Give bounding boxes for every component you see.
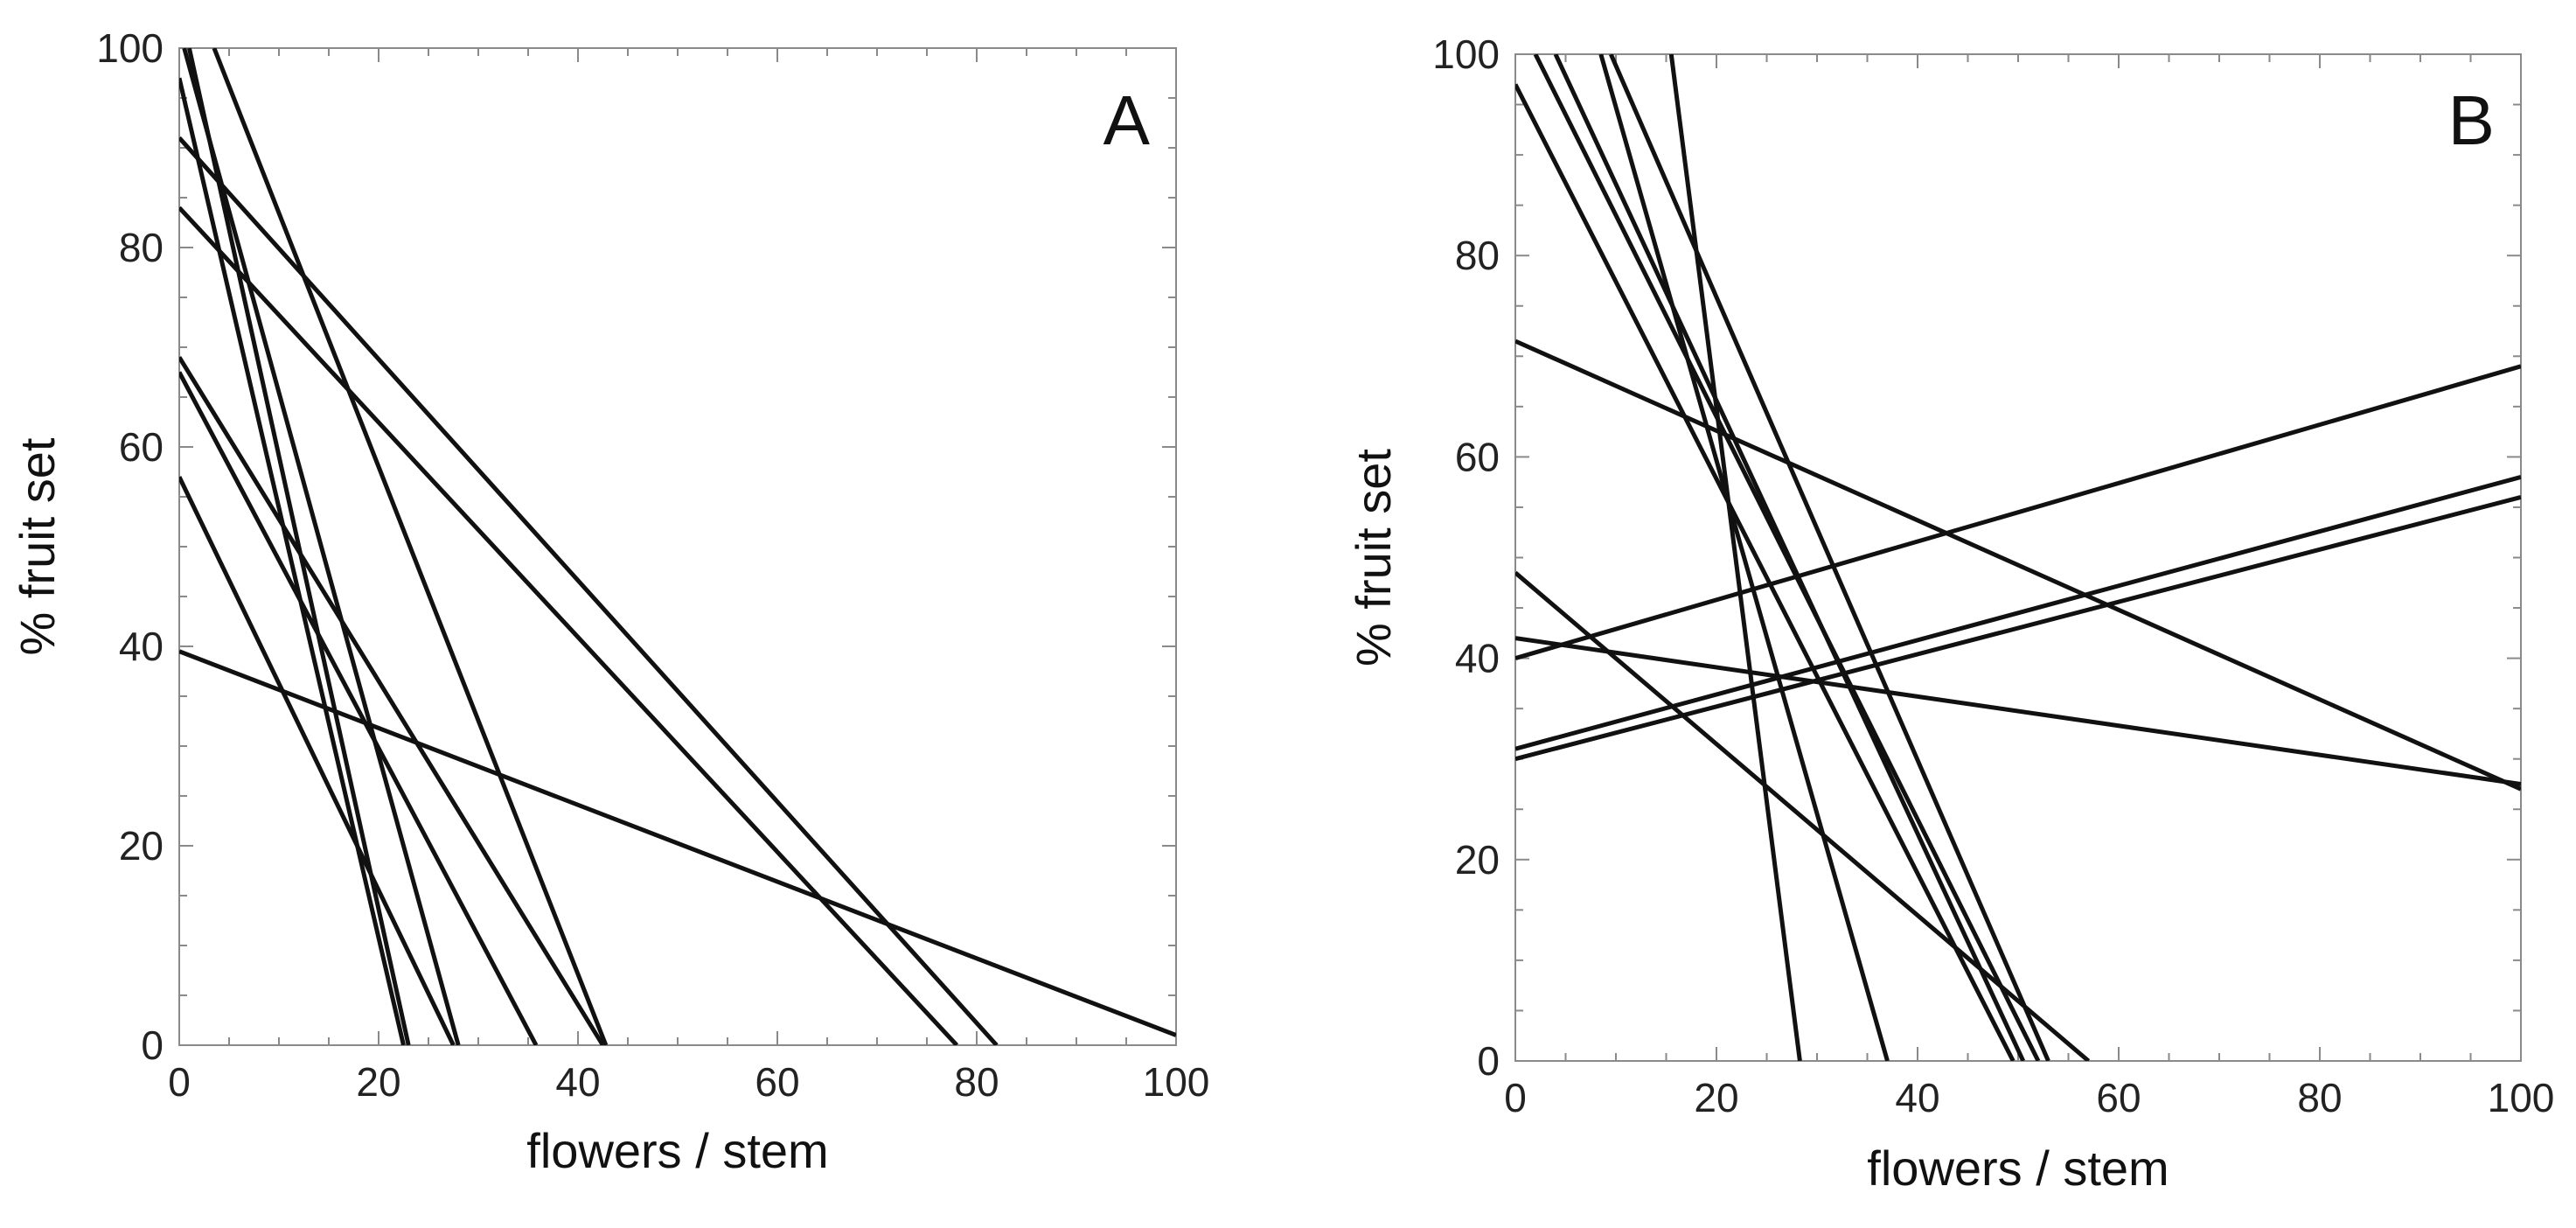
series-line-1: [1515, 83, 2016, 1061]
y-tick-label: 100: [1432, 31, 1500, 77]
y-tick-label: 80: [1455, 233, 1500, 278]
panel-label: B: [2448, 81, 2495, 159]
series-group: [1515, 54, 2521, 1061]
panel-b: 0 20 40 60 80 100 0 20 40 60 80 100 flowers / stem % …: [1346, 31, 2554, 1196]
plot-frame: [1514, 53, 2522, 1062]
series-line-6: [179, 206, 959, 1045]
y-tick-label: 20: [1455, 837, 1500, 883]
y-tick-label: 60: [119, 424, 164, 470]
series-group: [179, 48, 1176, 1045]
x-axis-title: flowers / stem: [1867, 1141, 2169, 1196]
x-tick-label: 0: [1504, 1075, 1527, 1120]
x-tick-label: 80: [954, 1059, 999, 1105]
y-axis-title: % fruit set: [10, 437, 65, 655]
series-line-6: [1668, 54, 1802, 1061]
x-tick-label: 100: [1143, 1059, 1210, 1105]
x-tick-label: 20: [1694, 1075, 1738, 1120]
x-tick-label: 80: [2297, 1075, 2342, 1120]
series-line-8: [179, 371, 539, 1045]
x-tick-label: 60: [2096, 1075, 2141, 1120]
x-tick-label: 40: [555, 1059, 600, 1105]
x-tick-label: 20: [356, 1059, 400, 1105]
series-line-2: [179, 77, 406, 1045]
x-axis-title: flowers / stem: [526, 1123, 828, 1178]
y-tick-label: 80: [119, 225, 164, 270]
y-tick-label: 40: [119, 624, 164, 669]
series-line-12: [1515, 494, 2521, 762]
y-tick-label: 20: [119, 823, 164, 869]
x-tick-label: 40: [1895, 1075, 1939, 1120]
series-line-4: [1598, 54, 1890, 1061]
x-tick-label: 100: [2488, 1075, 2555, 1120]
panel-a: 0 20 40 60 80 100 0 20 40 60 80 100 flowers / stem % …: [10, 25, 1209, 1178]
y-tick-label: 0: [1477, 1038, 1500, 1084]
y-tick-label: 60: [1455, 434, 1500, 479]
y-tick-label: 40: [1455, 636, 1500, 681]
series-line-11: [1515, 474, 2521, 751]
series-line-9: [1515, 636, 2521, 786]
series-line-5: [1609, 54, 2050, 1061]
series-line-2: [1533, 54, 2041, 1061]
series-line-3: [1553, 54, 2026, 1061]
series-line-7: [179, 356, 605, 1045]
x-tick-label: 60: [755, 1059, 799, 1105]
series-line-1: [186, 48, 411, 1045]
series-line-5: [179, 136, 999, 1045]
series-line-4: [212, 48, 609, 1045]
y-tick-label: 100: [96, 25, 164, 71]
series-line-8: [1515, 338, 2521, 792]
panel-label: A: [1104, 81, 1151, 159]
series-line-9: [179, 476, 456, 1045]
series-line-10: [1515, 364, 2521, 661]
y-axis-title: % fruit set: [1346, 449, 1401, 666]
series-line-10: [179, 649, 1176, 1037]
y-tick-label: 0: [141, 1022, 164, 1068]
x-tick-label: 0: [168, 1059, 191, 1105]
series-line-3: [182, 48, 461, 1045]
plot-frame: [178, 47, 1177, 1046]
